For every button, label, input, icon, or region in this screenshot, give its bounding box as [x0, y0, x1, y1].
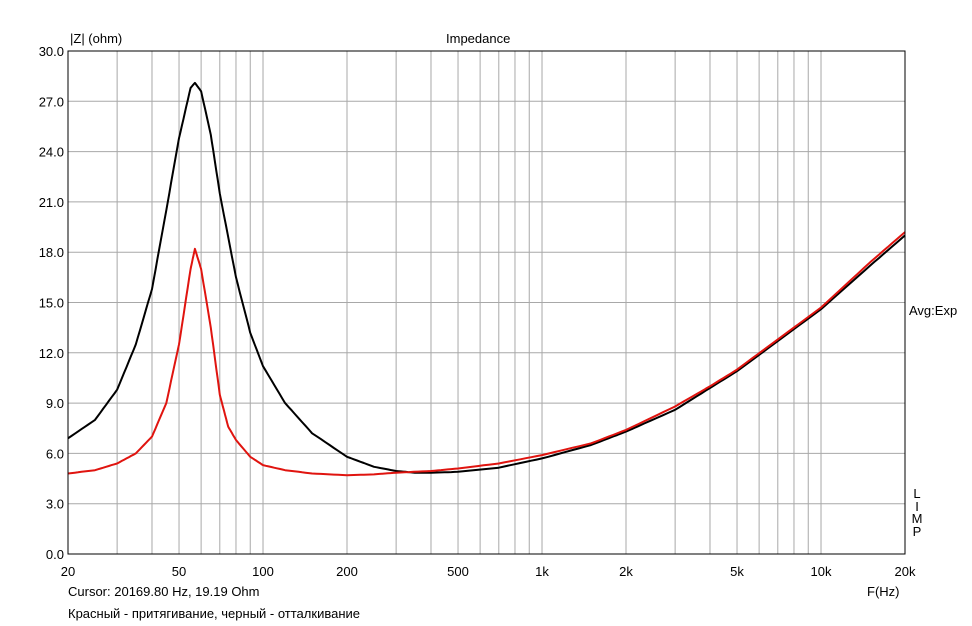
y-tick-label: 24.0: [39, 145, 64, 160]
x-tick-label: 5k: [730, 564, 744, 579]
series-red-line: [67, 231, 906, 477]
plot-frame: [67, 50, 906, 555]
x-tick-label: 10k: [811, 564, 832, 579]
x-tick-label: 50: [172, 564, 186, 579]
y-tick-label: 0.0: [46, 547, 64, 562]
y-tick-label: 18.0: [39, 245, 64, 260]
x-tick-label: 200: [336, 564, 358, 579]
y-tick-label: 12.0: [39, 346, 64, 361]
x-tick-labels: 20 50 100 200 500 1k 2k 5k 10k 20k: [61, 564, 916, 579]
legend-caption: Красный - притягивание, черный - отталки…: [68, 606, 360, 621]
y-tick-label: 9.0: [46, 396, 64, 411]
x-tick-label: 20: [61, 564, 75, 579]
series-group: [67, 81, 906, 477]
y-axis-label: |Z| (ohm): [70, 31, 123, 46]
y-tick-label: 6.0: [46, 446, 64, 461]
x-tick-label: 1k: [535, 564, 549, 579]
y-tick-label: 30.0: [39, 44, 64, 59]
chart-title: Impedance: [446, 31, 511, 46]
limp-label: L I M P: [911, 486, 923, 539]
x-tick-label: 500: [447, 564, 469, 579]
y-tick-label: 21.0: [39, 195, 64, 210]
x-axis-label: F(Hz): [867, 584, 900, 599]
x-tick-label: 100: [252, 564, 274, 579]
y-tick-label: 15.0: [39, 296, 64, 311]
y-tick-label: 3.0: [46, 497, 64, 512]
grid-lines: [68, 50, 905, 555]
series-black-line: [67, 81, 906, 474]
avg-mode-label: Avg:Exp: [909, 303, 958, 318]
y-tick-labels: 0.0 3.0 6.0 9.0 12.0 15.0 18.0 21.0 24.0 27.0 30.0: [39, 44, 64, 562]
x-tick-label: 2k: [619, 564, 633, 579]
cursor-readout: Cursor: 20169.80 Hz, 19.19 Ohm: [68, 584, 260, 599]
y-tick-label: 27.0: [39, 94, 64, 109]
x-tick-label: 20k: [895, 564, 916, 579]
